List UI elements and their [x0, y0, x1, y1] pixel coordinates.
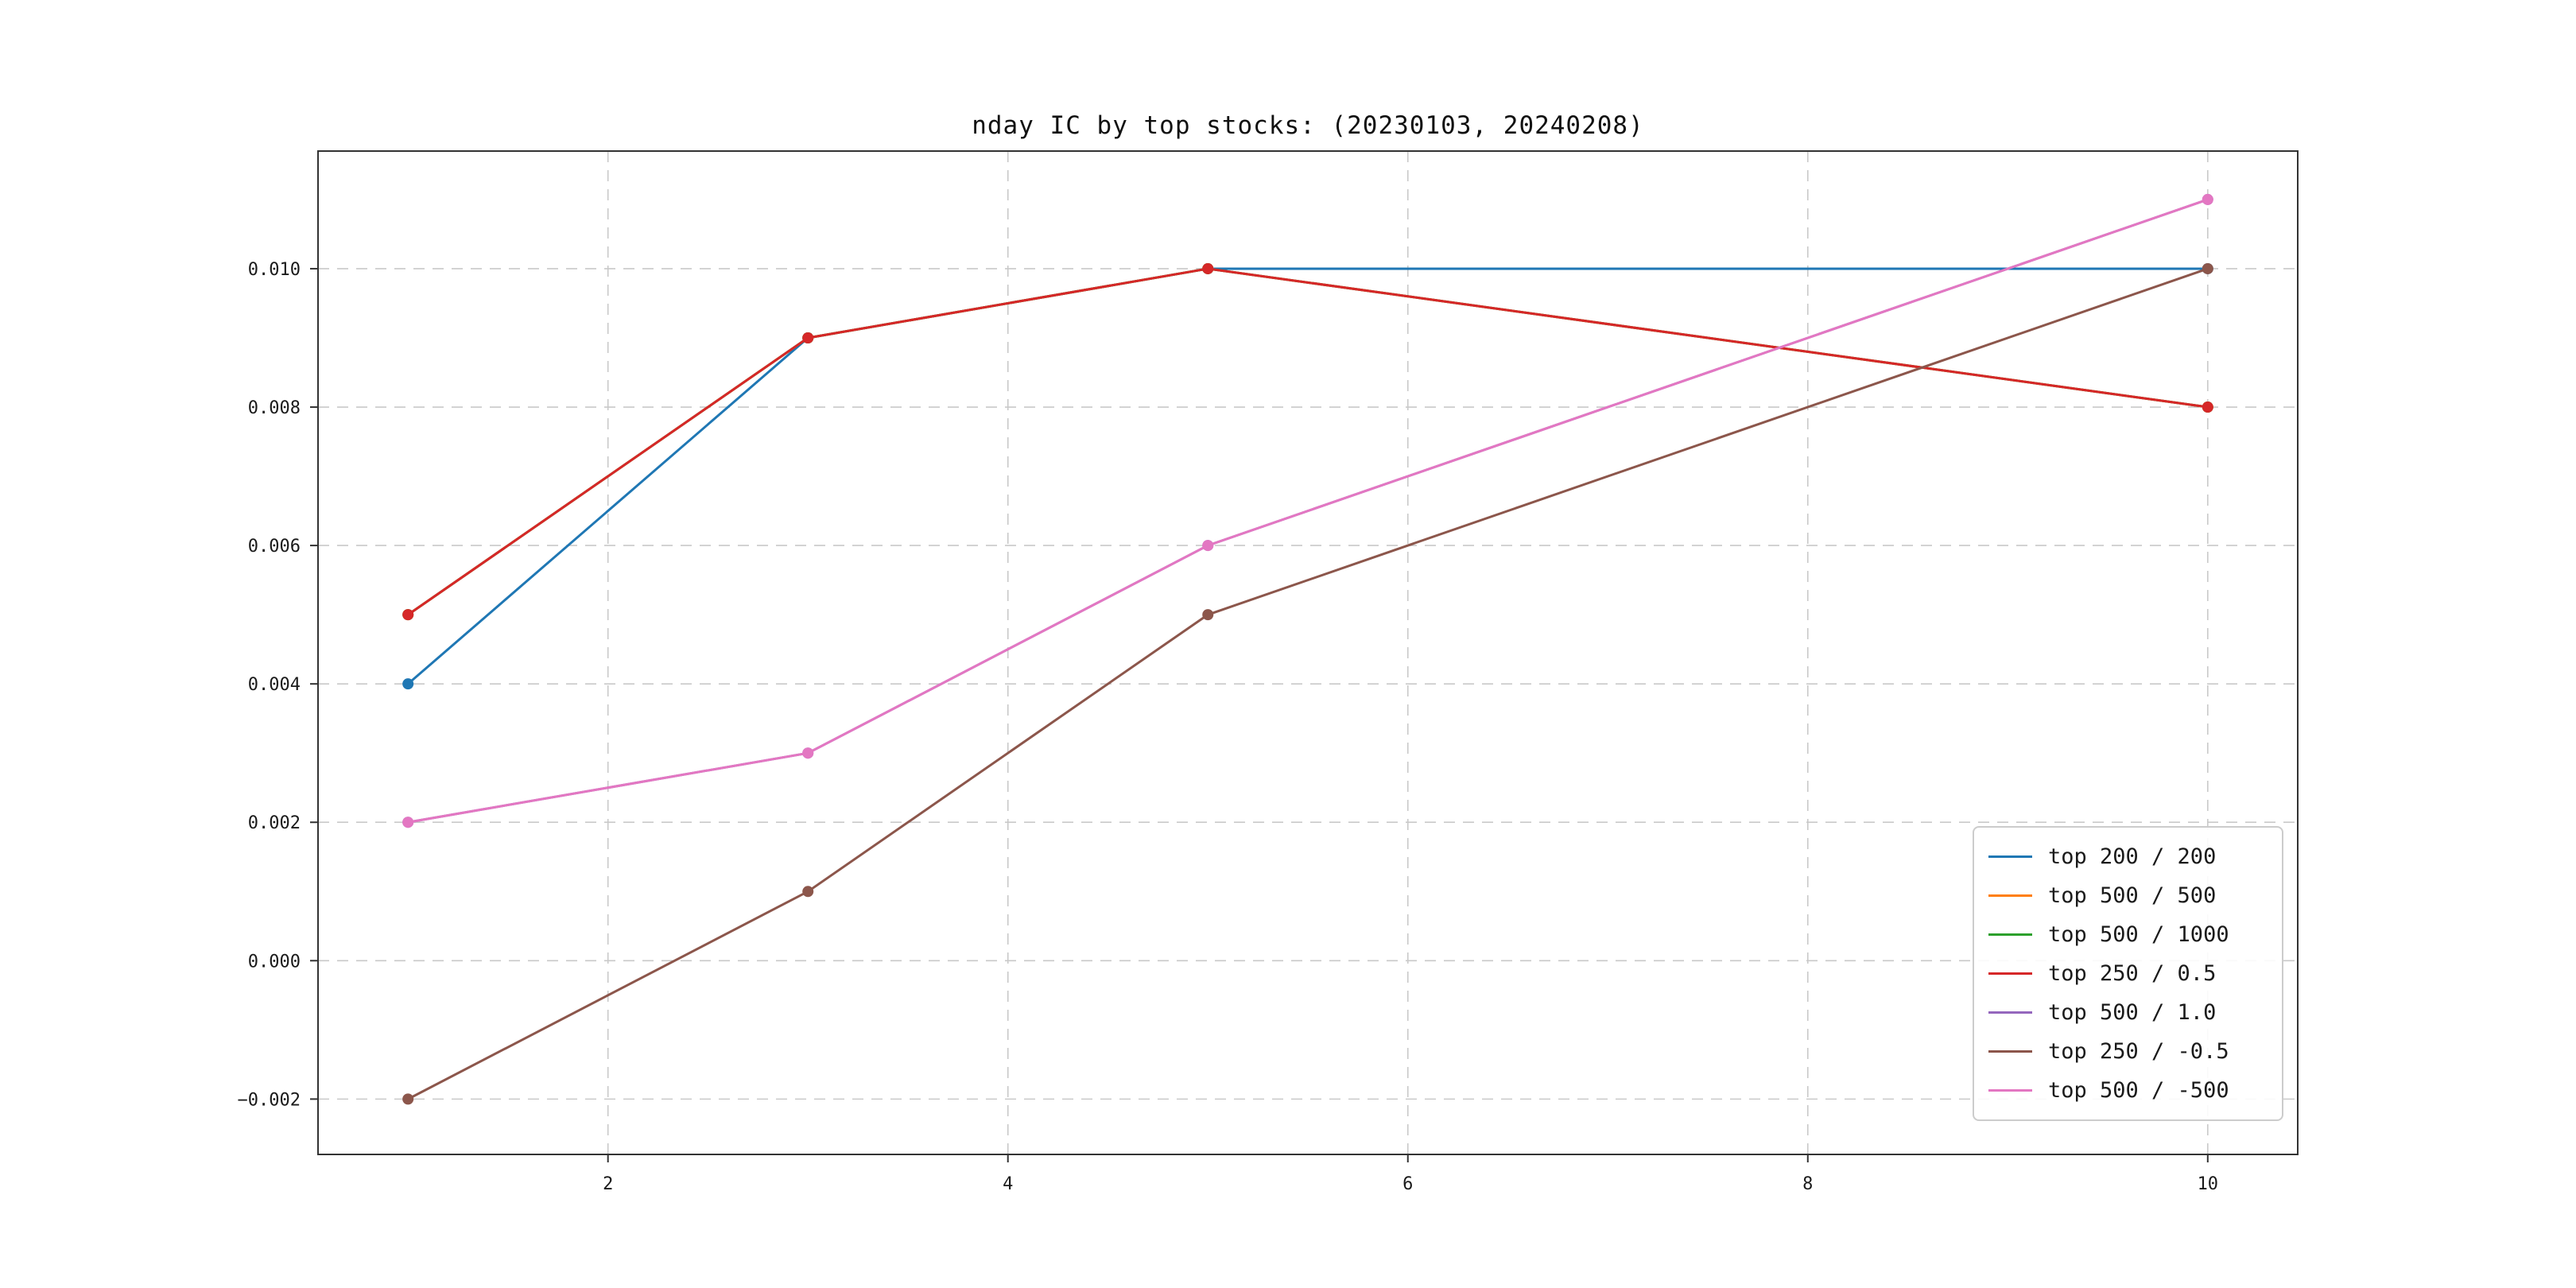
legend-line-swatch — [1988, 894, 2032, 897]
legend-label: top 500 / 1.0 — [2048, 1000, 2217, 1025]
legend-line-swatch — [1988, 1011, 2032, 1014]
y-tick-label: 0.000 — [248, 952, 301, 972]
legend-label: top 500 / 500 — [2048, 883, 2217, 908]
legend-item: top 500 / -500 — [1988, 1071, 2268, 1110]
series-line — [407, 267, 2209, 616]
data-point-marker — [1202, 262, 1214, 274]
data-point-marker — [402, 817, 414, 828]
series-line — [407, 267, 2208, 685]
legend: top 200 / 200 top 500 / 500 top 500 / 1000… — [1973, 826, 2283, 1121]
x-tick-label: 4 — [1003, 1174, 1013, 1194]
legend-line-swatch — [1988, 855, 2032, 858]
legend-item: top 250 / -0.5 — [1988, 1032, 2268, 1071]
legend-item: top 500 / 500 — [1988, 876, 2268, 915]
data-point-marker — [2202, 193, 2213, 205]
y-tick-label: 0.006 — [248, 537, 301, 557]
legend-label: top 250 / -0.5 — [2048, 1039, 2229, 1064]
legend-label: top 500 / 1000 — [2048, 922, 2229, 947]
x-tick-label: 6 — [1402, 1174, 1413, 1194]
data-point-marker — [402, 1093, 414, 1105]
data-point-marker — [1202, 609, 1214, 621]
y-tick-label: 0.002 — [248, 813, 301, 833]
data-point-marker — [802, 747, 814, 759]
data-point-marker — [802, 332, 814, 343]
data-point-marker — [1202, 540, 1214, 552]
legend-item: top 200 / 200 — [1988, 837, 2268, 876]
legend-item: top 250 / 0.5 — [1988, 954, 2268, 993]
series-line — [407, 267, 2209, 616]
y-tick-label: 0.004 — [248, 675, 301, 695]
data-point-marker — [2202, 402, 2213, 413]
y-tick-label: −0.002 — [238, 1090, 301, 1110]
data-point-marker — [402, 609, 414, 621]
legend-item: top 500 / 1.0 — [1988, 993, 2268, 1032]
data-point-marker — [2202, 262, 2213, 274]
data-point-marker — [802, 886, 814, 898]
series-line — [407, 198, 2209, 824]
y-tick-label: 0.010 — [248, 260, 301, 280]
legend-line-swatch — [1988, 972, 2032, 975]
legend-line-swatch — [1988, 1050, 2032, 1053]
x-tick-label: 10 — [2198, 1174, 2219, 1194]
legend-label: top 250 / 0.5 — [2048, 961, 2217, 986]
axes-border — [317, 150, 2299, 1155]
chart-title: nday IC by top stocks: (20230103, 202402… — [972, 111, 1644, 140]
series-line — [407, 267, 2209, 1100]
legend-line-swatch — [1988, 1089, 2032, 1092]
x-tick-label: 2 — [603, 1174, 613, 1194]
x-tick-label: 8 — [1802, 1174, 1813, 1194]
series-line — [407, 267, 2209, 616]
legend-label: top 500 / -500 — [2048, 1078, 2229, 1103]
y-tick-label: 0.008 — [248, 398, 301, 418]
legend-label: top 200 / 200 — [2048, 844, 2217, 869]
data-point-marker — [402, 678, 414, 690]
legend-item: top 500 / 1000 — [1988, 915, 2268, 954]
legend-line-swatch — [1988, 933, 2032, 936]
